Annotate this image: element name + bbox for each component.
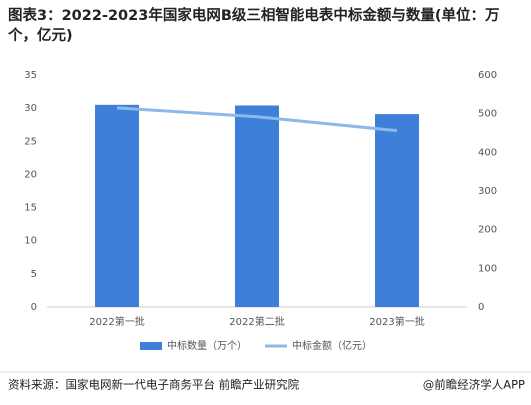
y-tick-label: 0 [31,302,37,313]
y2-tick-label: 100 [478,263,497,274]
legend-swatch [140,342,162,350]
x-tick-label: 2022第一批 [89,315,144,328]
x-tick-label: 2023第一批 [369,315,424,328]
y-tick-label: 15 [24,203,37,214]
bar [235,105,279,308]
y2-tick-label: 500 [478,109,497,120]
y2-tick-label: 400 [478,147,497,158]
y2-tick-label: 300 [478,186,497,197]
y-tick-label: 30 [24,103,37,114]
y-tick-label: 35 [24,70,37,81]
y2-tick-label: 200 [478,225,497,236]
y-tick-label: 5 [31,269,37,280]
y2-tick-label: 600 [478,70,497,81]
line [116,106,398,133]
legend-label: 中标数量（万个） [167,339,247,352]
chart-title: 图表3：2022-2023年国家电网B级三相智能电表中标金额与数量(单位：万个，… [8,8,500,44]
x-tick-label: 2022第二批 [229,315,284,328]
credit: @前瞻经济学人APP [423,378,525,392]
bar [375,114,419,307]
y-tick-label: 10 [24,236,37,247]
source: 资料来源：国家电网新一代电子商务平台 前瞻产业研究院 [8,378,300,392]
legend-label: 中标金额（亿元） [292,339,372,352]
y-tick-label: 25 [24,136,37,147]
y2-tick-label: 0 [478,302,484,313]
bar [95,104,139,307]
y-tick-label: 20 [24,169,37,180]
